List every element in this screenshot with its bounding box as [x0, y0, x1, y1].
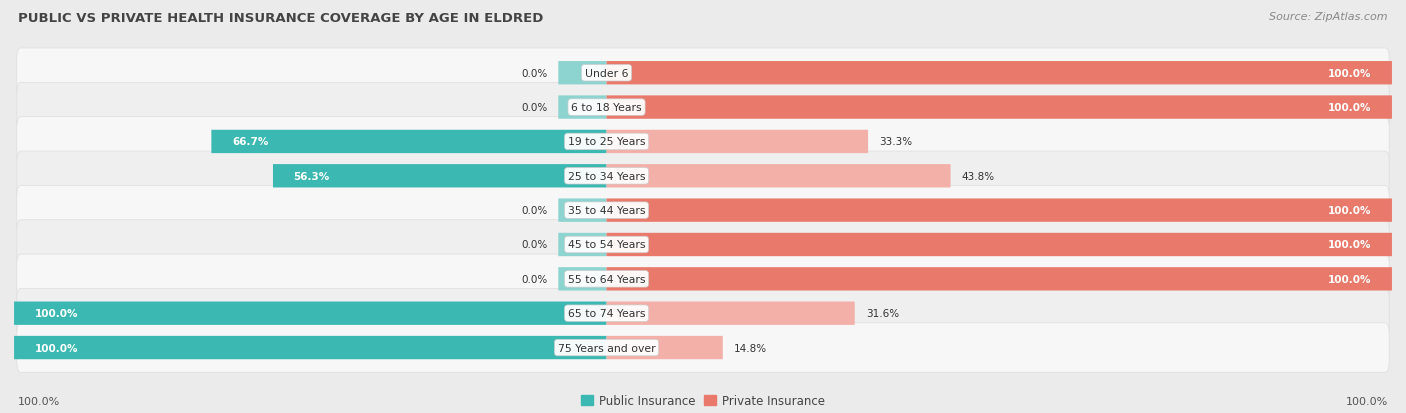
Text: Source: ZipAtlas.com: Source: ZipAtlas.com	[1270, 12, 1388, 22]
FancyBboxPatch shape	[17, 254, 1389, 304]
FancyBboxPatch shape	[606, 233, 1392, 256]
Text: 19 to 25 Years: 19 to 25 Years	[568, 137, 645, 147]
Text: 0.0%: 0.0%	[522, 206, 547, 216]
FancyBboxPatch shape	[17, 289, 1389, 338]
Text: 66.7%: 66.7%	[232, 137, 269, 147]
FancyBboxPatch shape	[17, 49, 1389, 98]
FancyBboxPatch shape	[606, 96, 1392, 119]
Text: 31.6%: 31.6%	[866, 309, 898, 318]
Text: 33.3%: 33.3%	[879, 137, 912, 147]
Text: 45 to 54 Years: 45 to 54 Years	[568, 240, 645, 250]
Text: 0.0%: 0.0%	[522, 69, 547, 78]
FancyBboxPatch shape	[606, 165, 950, 188]
Text: 100.0%: 100.0%	[1327, 69, 1371, 78]
Text: PUBLIC VS PRIVATE HEALTH INSURANCE COVERAGE BY AGE IN ELDRED: PUBLIC VS PRIVATE HEALTH INSURANCE COVER…	[18, 12, 544, 25]
Text: 65 to 74 Years: 65 to 74 Years	[568, 309, 645, 318]
FancyBboxPatch shape	[558, 233, 606, 256]
FancyBboxPatch shape	[558, 268, 606, 291]
Text: Under 6: Under 6	[585, 69, 628, 78]
Text: 43.8%: 43.8%	[962, 171, 994, 181]
FancyBboxPatch shape	[606, 336, 723, 359]
FancyBboxPatch shape	[606, 131, 868, 154]
FancyBboxPatch shape	[558, 62, 606, 85]
FancyBboxPatch shape	[606, 62, 1392, 85]
Text: 55 to 64 Years: 55 to 64 Years	[568, 274, 645, 284]
FancyBboxPatch shape	[211, 131, 606, 154]
Text: 100.0%: 100.0%	[35, 309, 79, 318]
FancyBboxPatch shape	[17, 323, 1389, 373]
Text: 100.0%: 100.0%	[1346, 396, 1388, 406]
Text: 0.0%: 0.0%	[522, 274, 547, 284]
Text: 100.0%: 100.0%	[1327, 103, 1371, 113]
FancyBboxPatch shape	[273, 165, 606, 188]
Text: 56.3%: 56.3%	[294, 171, 330, 181]
Text: 25 to 34 Years: 25 to 34 Years	[568, 171, 645, 181]
Text: 0.0%: 0.0%	[522, 103, 547, 113]
Text: 100.0%: 100.0%	[35, 343, 79, 353]
FancyBboxPatch shape	[606, 268, 1392, 291]
FancyBboxPatch shape	[17, 152, 1389, 201]
FancyBboxPatch shape	[14, 302, 606, 325]
Text: 14.8%: 14.8%	[734, 343, 766, 353]
Text: 100.0%: 100.0%	[18, 396, 60, 406]
Legend: Public Insurance, Private Insurance: Public Insurance, Private Insurance	[581, 394, 825, 407]
FancyBboxPatch shape	[17, 220, 1389, 270]
Text: 35 to 44 Years: 35 to 44 Years	[568, 206, 645, 216]
FancyBboxPatch shape	[17, 117, 1389, 167]
Text: 75 Years and over: 75 Years and over	[558, 343, 655, 353]
FancyBboxPatch shape	[17, 186, 1389, 235]
Text: 100.0%: 100.0%	[1327, 274, 1371, 284]
Text: 100.0%: 100.0%	[1327, 206, 1371, 216]
Text: 0.0%: 0.0%	[522, 240, 547, 250]
FancyBboxPatch shape	[14, 336, 606, 359]
FancyBboxPatch shape	[606, 302, 855, 325]
FancyBboxPatch shape	[558, 96, 606, 119]
FancyBboxPatch shape	[558, 199, 606, 222]
Text: 6 to 18 Years: 6 to 18 Years	[571, 103, 643, 113]
Text: 100.0%: 100.0%	[1327, 240, 1371, 250]
FancyBboxPatch shape	[17, 83, 1389, 133]
FancyBboxPatch shape	[606, 199, 1392, 222]
